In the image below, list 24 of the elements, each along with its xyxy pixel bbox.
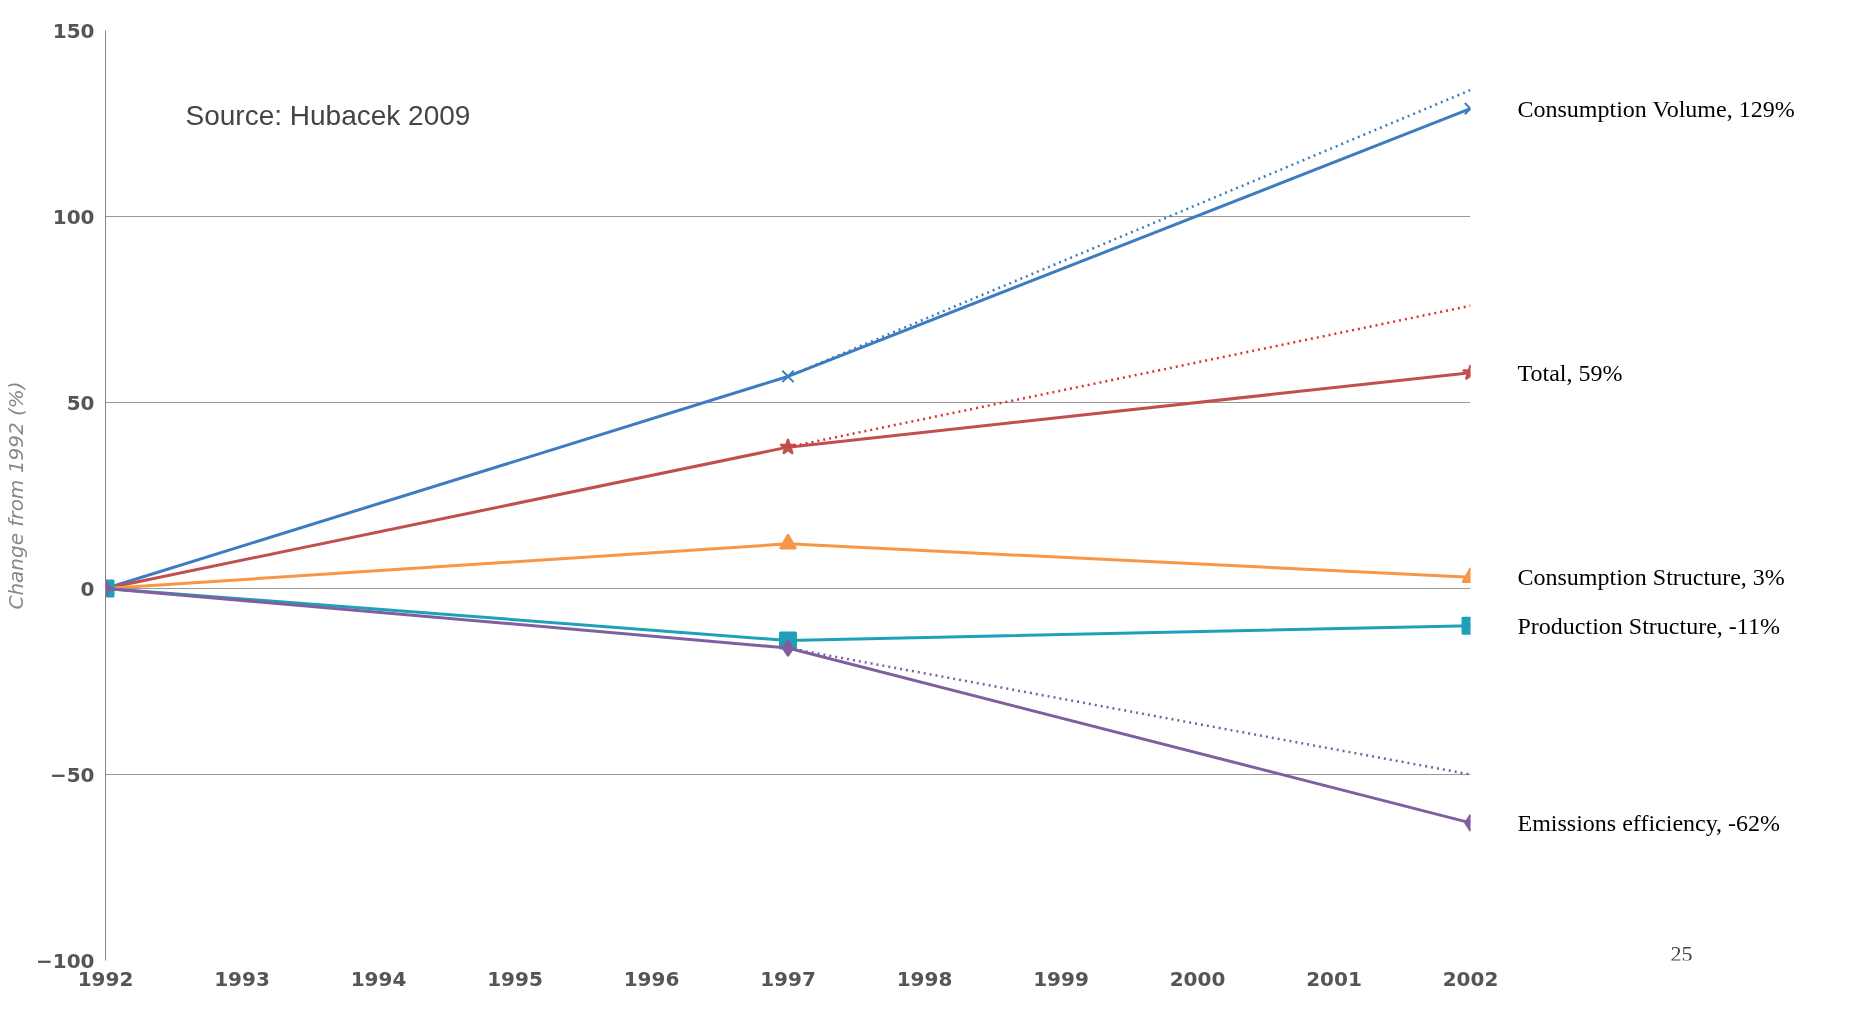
x-tick-label: 2001 [1306,966,1362,991]
series-label: Consumption Structure, 3% [1517,564,1785,591]
y-tick-label: 100 [52,204,95,229]
y-tick-label: −50 [49,762,95,787]
series-label: Total, 59% [1517,359,1623,386]
series-label: Consumption Volume, 129% [1517,95,1795,122]
y-tick-label: −100 [35,948,95,973]
x-tick-label: 1995 [487,966,543,991]
x-tick-label: 2000 [1169,966,1226,991]
x-tick-label: 1999 [1033,966,1089,991]
x-tick-label: 2002 [1442,966,1499,991]
y-tick-label: 0 [80,576,95,601]
y-tick-label: 50 [66,390,95,415]
y-axis-title: Change from 1992 (%) [3,381,28,610]
x-tick-label: 1997 [760,966,816,991]
x-tick-label: 1996 [623,966,680,991]
x-tick-label: 1994 [350,966,407,991]
x-tick-label: 1993 [214,966,270,991]
annotation: Source: Hubacek 2009 [185,99,471,131]
y-tick-label: 150 [52,18,95,43]
series-label: Emissions efficiency, -62% [1517,809,1781,836]
x-tick-label: 1998 [896,966,953,991]
text: 25 [1670,940,1693,966]
series-label: Production Structure, -11% [1517,612,1780,639]
